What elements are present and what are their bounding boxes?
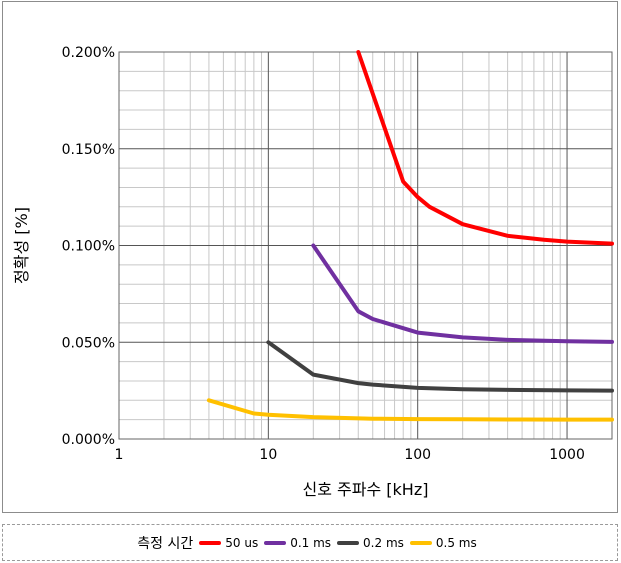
y-tick-label: 0.100% xyxy=(62,239,115,255)
x-tick-label: 1 xyxy=(115,447,124,463)
x-tick-label: 10 xyxy=(259,447,277,463)
y-tick-label: 0.000% xyxy=(62,432,115,448)
y-tick-label: 0.050% xyxy=(62,335,115,351)
legend-swatch xyxy=(199,540,222,545)
x-axis-label: 신호 주파수 [kHz] xyxy=(303,480,429,499)
legend-label: 0.1 ms xyxy=(290,535,332,550)
legend-item: 0.5 ms xyxy=(409,535,477,550)
legend-label: 50 us xyxy=(225,535,259,550)
legend-swatch xyxy=(409,540,432,545)
y-axis-label: 정확성 [%] xyxy=(12,207,31,284)
legend-title: 측정 시간 xyxy=(137,535,194,552)
series-line-0.1-ms xyxy=(311,243,614,344)
legend-swatch xyxy=(264,540,287,545)
series-line-0.2-ms xyxy=(266,340,614,393)
series-layer xyxy=(206,50,614,422)
chart-frame: 0.000% 0.050% 0.100% 0.150% 0.200% 1 10 100 1000… xyxy=(2,1,618,513)
x-tick-label: 1000 xyxy=(549,447,585,463)
series-line-50-us xyxy=(356,50,614,246)
axis-layer: 0.000% 0.050% 0.100% 0.150% 0.200% 1 10 100 1000 xyxy=(62,45,585,463)
series-line-0.5-ms xyxy=(206,398,614,422)
line-chart: 0.000% 0.050% 0.100% 0.150% 0.200% 1 10 100 1000… xyxy=(12,45,614,499)
y-tick-label: 0.150% xyxy=(62,142,115,158)
legend-item: 0.1 ms xyxy=(264,536,331,550)
legend: 측정 시간 50 us 0.1 ms 0.2 ms 0.5 ms xyxy=(2,524,618,561)
legend-label: 0.2 ms xyxy=(363,535,404,550)
legend-items: 50 us 0.1 ms 0.2 ms 0.5 ms xyxy=(199,536,482,550)
y-tick-label: 0.200% xyxy=(62,45,115,61)
legend-item: 0.2 ms xyxy=(337,536,404,550)
legend-swatch xyxy=(337,540,360,545)
legend-label: 0.5 ms xyxy=(435,535,477,550)
x-tick-label: 100 xyxy=(404,447,431,463)
legend-item: 50 us xyxy=(199,536,258,550)
